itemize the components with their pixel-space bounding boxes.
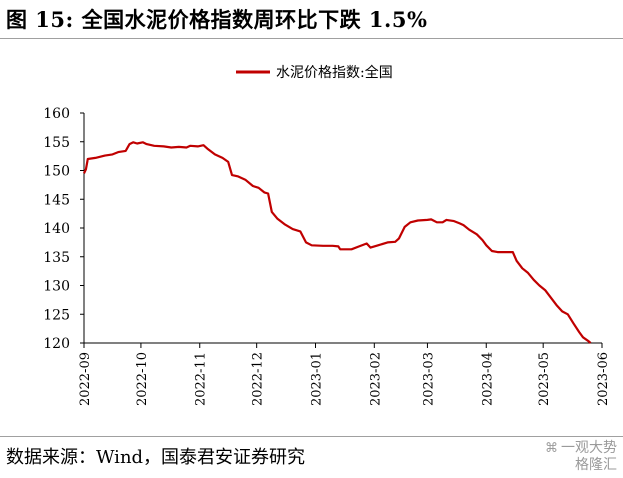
x-tick-label: 2023-03 (421, 352, 436, 406)
watermark-line2: 格隆汇 (575, 457, 617, 473)
x-tick-label: 2023-05 (537, 352, 552, 406)
x-tick-label: 2023-06 (596, 352, 611, 406)
y-tick-label: 140 (43, 221, 70, 237)
x-tick-label: 2022-11 (194, 352, 209, 406)
legend-label: 水泥价格指数:全国 (276, 64, 393, 81)
chart-legend: 水泥价格指数:全国 (236, 64, 393, 81)
y-axis-ticks: 120 125 130 135 140 145 150 155 160 (43, 106, 84, 352)
source-divider (0, 436, 623, 437)
y-tick-label: 145 (43, 192, 70, 208)
series-line-cement-price-index (83, 141, 592, 344)
y-tick-label: 160 (43, 106, 70, 122)
source-note: 数据来源：Wind，国泰君安证券研究 (6, 447, 306, 468)
chart-axes (83, 113, 602, 344)
x-tick-label: 2023-01 (309, 352, 324, 406)
watermark-line1: 一观大势 (561, 440, 617, 456)
plot-area (83, 141, 592, 344)
x-axis-ticks: 2022-09 2022-10 2022-11 2022-12 2023-01 2023-… (78, 343, 611, 406)
y-tick-label: 155 (43, 135, 70, 151)
y-tick-label: 150 (43, 164, 70, 180)
wechat-icon: ⌘ (545, 441, 558, 456)
x-tick-label: 2023-04 (480, 352, 495, 406)
y-tick-label: 135 (43, 250, 70, 266)
y-tick-label: 130 (43, 279, 70, 295)
line-chart: 水泥价格指数:全国 120 125 130 135 140 145 150 155 160 20… (43, 64, 611, 406)
x-tick-label: 2022-12 (251, 352, 266, 406)
figure-title: 图 15: 全国水泥价格指数周环比下跌 1.5% (6, 7, 428, 32)
x-tick-label: 2023-02 (368, 352, 383, 406)
x-tick-label: 2022-09 (78, 352, 93, 406)
title-divider (0, 38, 623, 39)
x-tick-label: 2022-10 (135, 352, 150, 406)
y-tick-label: 125 (43, 307, 70, 323)
watermark: ⌘ 一观大势 格隆汇 (545, 440, 617, 473)
y-tick-label: 120 (43, 336, 70, 352)
